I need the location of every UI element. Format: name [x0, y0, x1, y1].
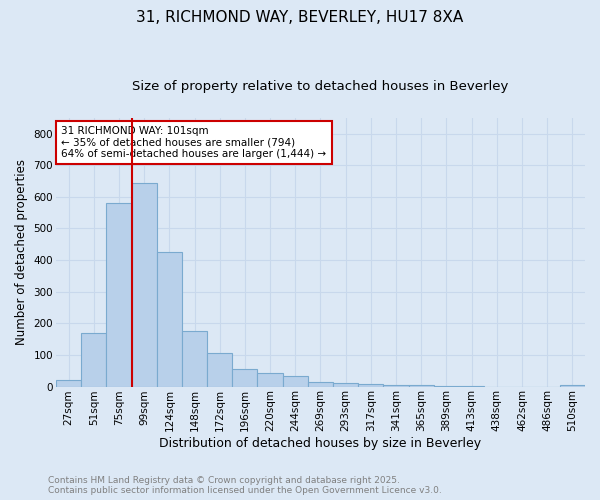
Bar — [560, 385, 585, 386]
Bar — [157, 252, 182, 386]
Bar — [257, 374, 283, 386]
Bar — [232, 368, 257, 386]
Y-axis label: Number of detached properties: Number of detached properties — [15, 159, 28, 345]
Bar — [358, 384, 383, 386]
Bar — [106, 203, 131, 386]
Text: 31 RICHMOND WAY: 101sqm
← 35% of detached houses are smaller (794)
64% of semi-d: 31 RICHMOND WAY: 101sqm ← 35% of detache… — [61, 126, 326, 159]
X-axis label: Distribution of detached houses by size in Beverley: Distribution of detached houses by size … — [160, 437, 482, 450]
Bar — [283, 376, 308, 386]
Bar — [81, 333, 106, 386]
Text: 31, RICHMOND WAY, BEVERLEY, HU17 8XA: 31, RICHMOND WAY, BEVERLEY, HU17 8XA — [136, 10, 464, 25]
Bar — [383, 384, 409, 386]
Title: Size of property relative to detached houses in Beverley: Size of property relative to detached ho… — [132, 80, 509, 93]
Bar — [207, 354, 232, 386]
Text: Contains HM Land Registry data © Crown copyright and database right 2025.
Contai: Contains HM Land Registry data © Crown c… — [48, 476, 442, 495]
Bar — [182, 331, 207, 386]
Bar — [131, 182, 157, 386]
Bar — [308, 382, 333, 386]
Bar — [56, 380, 81, 386]
Bar — [333, 384, 358, 386]
